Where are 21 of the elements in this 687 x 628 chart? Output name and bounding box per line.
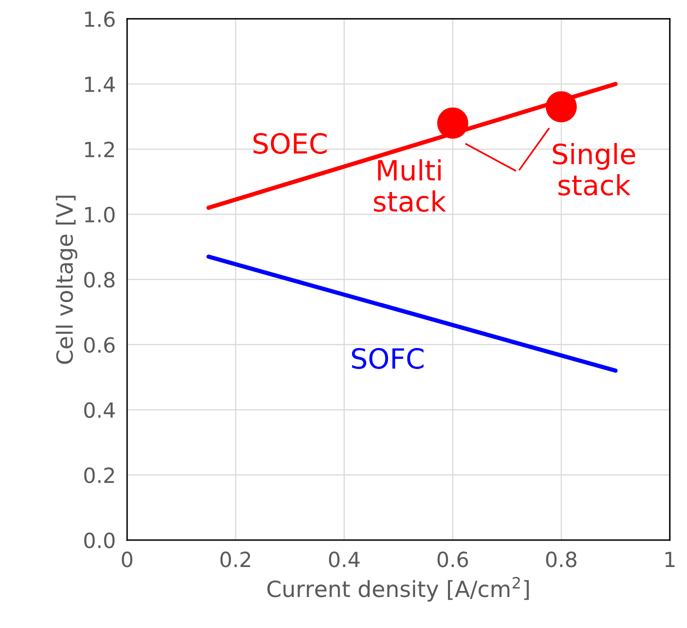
- y-tick-label: 0.2: [84, 467, 114, 484]
- x-tick-label: 0: [122, 552, 132, 568]
- y-tick-label: 1.2: [85, 142, 114, 158]
- y-axis-title: Cell voltage [V]: [56, 196, 78, 364]
- y-tick-label: 1.0: [85, 206, 115, 223]
- x-tick-label: 0.4: [328, 552, 360, 568]
- y-tick-label: 1.6: [85, 11, 115, 28]
- annotation: Single stack: [552, 142, 636, 196]
- series-label: SOFC: [352, 348, 424, 369]
- x-tick-label: 1: [665, 552, 675, 568]
- x-tick-label: 0.8: [546, 552, 576, 568]
- x-axis-title: Current density [A/cm$^{2}$]: [267, 576, 529, 602]
- series-label: SOEC: [254, 132, 327, 154]
- x-tick-label: 0.6: [438, 552, 468, 568]
- y-tick-label: 0.4: [84, 402, 115, 418]
- y-tick-label: 0.8: [84, 272, 115, 288]
- y-tick-label: 0.0: [84, 532, 115, 548]
- x-tick-label: 0.2: [220, 552, 250, 568]
- y-tick-label: 0.6: [84, 337, 115, 353]
- annotation: Multi stack: [374, 159, 446, 212]
- y-tick-label: 1.4: [85, 76, 115, 92]
